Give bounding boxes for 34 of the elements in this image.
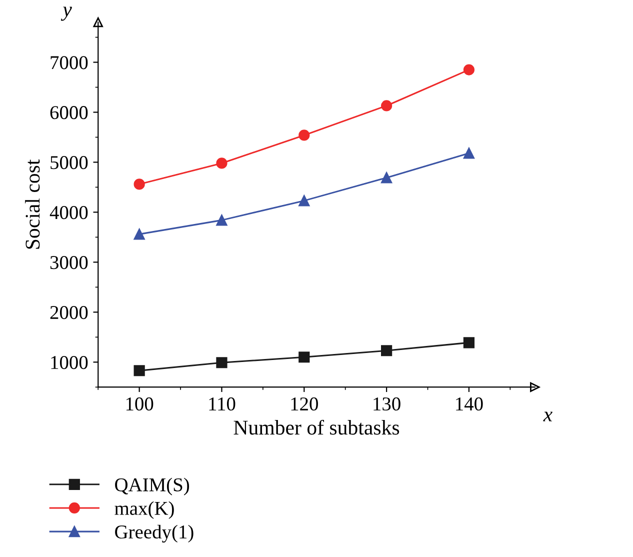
point (134, 365, 145, 376)
legend-label: max(K) (114, 501, 174, 519)
y-tick-label: 7000 (50, 56, 88, 70)
point (463, 148, 475, 159)
point (298, 352, 310, 363)
x-tick-label: 110 (209, 397, 236, 411)
point (380, 172, 392, 184)
text: y (60, 6, 72, 21)
y-axis-title: Social cost (25, 159, 40, 249)
point (298, 195, 310, 206)
x-axis-title: Number of subtasks (234, 420, 400, 435)
point (134, 228, 145, 240)
x-tick-label: 100 (126, 397, 154, 411)
x-tick-label: 130 (374, 397, 400, 411)
x-tick-label: 140 (456, 397, 483, 411)
point (463, 64, 475, 76)
point (380, 100, 392, 112)
point (216, 357, 228, 368)
text: x (543, 412, 552, 422)
y-tick-label: 1000 (51, 356, 88, 370)
point (134, 178, 145, 190)
y-tick-label: 2000 (50, 306, 88, 320)
y-tick-label: 3000 (50, 256, 88, 270)
y-tick-label: 5000 (50, 156, 88, 170)
legend-label: Greedy(1) (115, 524, 194, 543)
y-tick-label: 6000 (50, 106, 88, 120)
point (216, 158, 228, 169)
point (216, 214, 228, 226)
point (463, 337, 475, 348)
point (380, 345, 392, 356)
point (298, 130, 310, 141)
y-tick-label: 4000 (50, 206, 88, 220)
legend-label: QAIM(S) (115, 478, 190, 496)
x-tick-label: 120 (291, 397, 318, 411)
